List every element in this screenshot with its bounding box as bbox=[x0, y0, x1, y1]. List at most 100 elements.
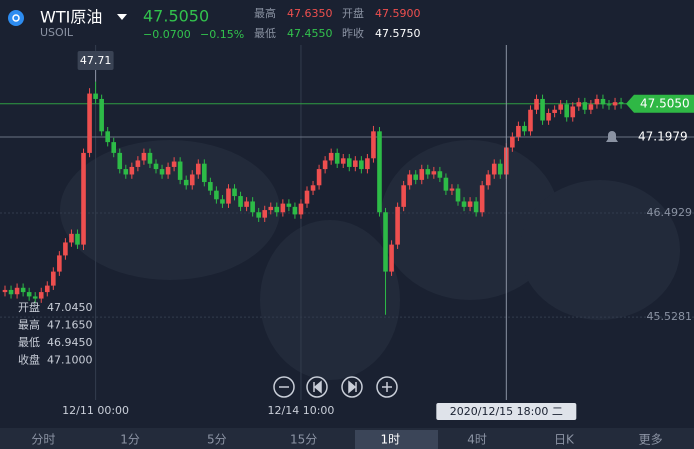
candle-body bbox=[105, 131, 110, 143]
candle-body bbox=[202, 163, 207, 183]
candle-body bbox=[20, 287, 26, 293]
last-price-box bbox=[626, 94, 694, 113]
candle-body bbox=[238, 196, 243, 207]
candle-body bbox=[516, 125, 521, 137]
candle-body bbox=[606, 104, 612, 106]
tab[interactable]: 1分 bbox=[120, 433, 140, 447]
candle-body bbox=[491, 163, 497, 175]
candle-body bbox=[81, 152, 86, 245]
symbol[interactable]: WTI原油 bbox=[40, 8, 102, 27]
candle-body bbox=[365, 158, 370, 170]
alert-bell bbox=[606, 130, 618, 143]
panel-label: 收盘 bbox=[18, 353, 40, 367]
next-button[interactable] bbox=[341, 376, 363, 398]
candle-body bbox=[123, 169, 129, 175]
tab-selected bbox=[355, 430, 438, 449]
candle-body bbox=[298, 203, 304, 215]
candle-body bbox=[220, 199, 225, 204]
candle-body bbox=[558, 104, 563, 110]
tab[interactable]: 15分 bbox=[290, 433, 317, 447]
stat-label: 最高 bbox=[254, 6, 276, 20]
tab[interactable]: 日K bbox=[554, 433, 575, 447]
candle-body bbox=[286, 203, 292, 207]
y-tick-label: 45.5281 bbox=[647, 310, 693, 323]
candle-body bbox=[51, 271, 56, 286]
candle-body bbox=[510, 136, 515, 148]
y-tick-label: 46.4929 bbox=[647, 206, 693, 219]
candle-body bbox=[292, 206, 298, 215]
candle-body bbox=[14, 287, 20, 295]
candle-body bbox=[93, 93, 98, 99]
tab[interactable]: 4时 bbox=[467, 433, 487, 447]
stat-value: 47.6350 bbox=[287, 7, 333, 20]
candle-body bbox=[407, 174, 412, 186]
candle-body bbox=[618, 102, 624, 104]
candle-body bbox=[304, 190, 310, 204]
candle-body bbox=[129, 166, 135, 175]
candle-body bbox=[467, 201, 473, 207]
candle-body bbox=[322, 160, 328, 170]
change-pct: −0.15% bbox=[200, 28, 244, 41]
x-tick-label: 12/14 10:00 bbox=[268, 404, 335, 417]
candle-body bbox=[395, 206, 400, 245]
candle-body bbox=[419, 169, 425, 180]
candle-body bbox=[256, 212, 261, 218]
candle-body bbox=[75, 233, 80, 245]
zoom-in-button[interactable] bbox=[376, 376, 398, 398]
candle-body bbox=[612, 102, 618, 106]
candle-body bbox=[461, 201, 467, 207]
tab[interactable]: 更多 bbox=[639, 433, 663, 447]
candle-body bbox=[540, 98, 545, 121]
candle-body bbox=[534, 98, 539, 110]
candle-body bbox=[401, 185, 406, 207]
crosshair-label: 2020/12/15 18:00 二 bbox=[450, 405, 563, 418]
world-map-bg bbox=[60, 140, 680, 380]
candle-body bbox=[389, 244, 394, 272]
candle-body bbox=[165, 166, 171, 175]
tab-bar bbox=[0, 428, 694, 449]
high-marker-label: 47.71 bbox=[80, 54, 112, 67]
candle-body bbox=[32, 296, 38, 299]
candle-body bbox=[437, 171, 443, 178]
candle-body bbox=[449, 188, 455, 191]
candle-body bbox=[262, 210, 268, 218]
zoom-out-button[interactable] bbox=[273, 376, 295, 398]
candle-body bbox=[316, 169, 322, 186]
panel-value: 47.1000 bbox=[47, 354, 93, 367]
candle-body bbox=[443, 177, 449, 191]
candle-body bbox=[353, 160, 358, 167]
candle-body bbox=[159, 169, 165, 175]
dropdown-caret[interactable] bbox=[117, 14, 127, 20]
candle-body bbox=[383, 212, 388, 272]
candle-body bbox=[147, 152, 153, 164]
alert-label: 47.1979 bbox=[638, 129, 688, 143]
candle-body bbox=[600, 98, 606, 105]
candle-body bbox=[485, 174, 491, 186]
candle-body bbox=[479, 185, 485, 213]
panel-label: 开盘 bbox=[18, 300, 40, 314]
candle-body bbox=[244, 201, 249, 207]
candle-body bbox=[44, 285, 50, 293]
stat-label: 昨收 bbox=[342, 26, 364, 40]
candle-body bbox=[497, 163, 503, 175]
candle-body bbox=[214, 190, 219, 200]
panel-label: 最高 bbox=[18, 318, 40, 332]
x-tick-label: 12/11 00:00 bbox=[62, 404, 129, 417]
panel-value: 47.1650 bbox=[47, 319, 93, 332]
stat-value: 47.5750 bbox=[375, 27, 421, 40]
candle-body bbox=[588, 104, 594, 110]
candle-body bbox=[226, 188, 231, 204]
prev-button[interactable] bbox=[306, 376, 328, 398]
candle-body bbox=[522, 125, 527, 132]
tab[interactable]: 分时 bbox=[31, 433, 55, 447]
tab[interactable]: 5分 bbox=[207, 433, 227, 447]
tab[interactable]: 1时 bbox=[381, 433, 401, 447]
price: 47.5050 bbox=[143, 7, 209, 26]
candle-body bbox=[2, 289, 8, 293]
candle-body bbox=[552, 109, 557, 113]
candle-body bbox=[232, 188, 237, 197]
candle-body bbox=[274, 206, 280, 213]
panel-value: 46.9450 bbox=[47, 336, 93, 349]
